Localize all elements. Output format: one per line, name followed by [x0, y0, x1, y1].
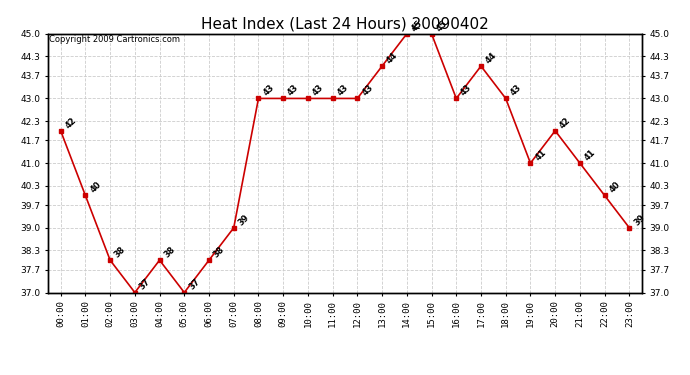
Title: Heat Index (Last 24 Hours) 20090402: Heat Index (Last 24 Hours) 20090402: [201, 16, 489, 31]
Text: 38: 38: [113, 245, 128, 260]
Text: 43: 43: [286, 83, 301, 98]
Text: 41: 41: [533, 148, 548, 162]
Text: 42: 42: [558, 116, 573, 130]
Text: 43: 43: [360, 83, 375, 98]
Text: 39: 39: [632, 213, 647, 227]
Text: 43: 43: [262, 83, 276, 98]
Text: 43: 43: [310, 83, 325, 98]
Text: 39: 39: [237, 213, 251, 227]
Text: 45: 45: [410, 18, 424, 33]
Text: 41: 41: [582, 148, 598, 162]
Text: 45: 45: [434, 18, 449, 33]
Text: 44: 44: [385, 51, 400, 65]
Text: 44: 44: [484, 51, 498, 65]
Text: 38: 38: [212, 245, 226, 260]
Text: 43: 43: [509, 83, 523, 98]
Text: 42: 42: [63, 116, 78, 130]
Text: 37: 37: [187, 277, 201, 292]
Text: 40: 40: [88, 180, 103, 195]
Text: 37: 37: [137, 277, 152, 292]
Text: 43: 43: [335, 83, 350, 98]
Text: 43: 43: [459, 83, 473, 98]
Text: Copyright 2009 Cartronics.com: Copyright 2009 Cartronics.com: [50, 35, 181, 44]
Text: 40: 40: [607, 180, 622, 195]
Text: 38: 38: [162, 245, 177, 260]
